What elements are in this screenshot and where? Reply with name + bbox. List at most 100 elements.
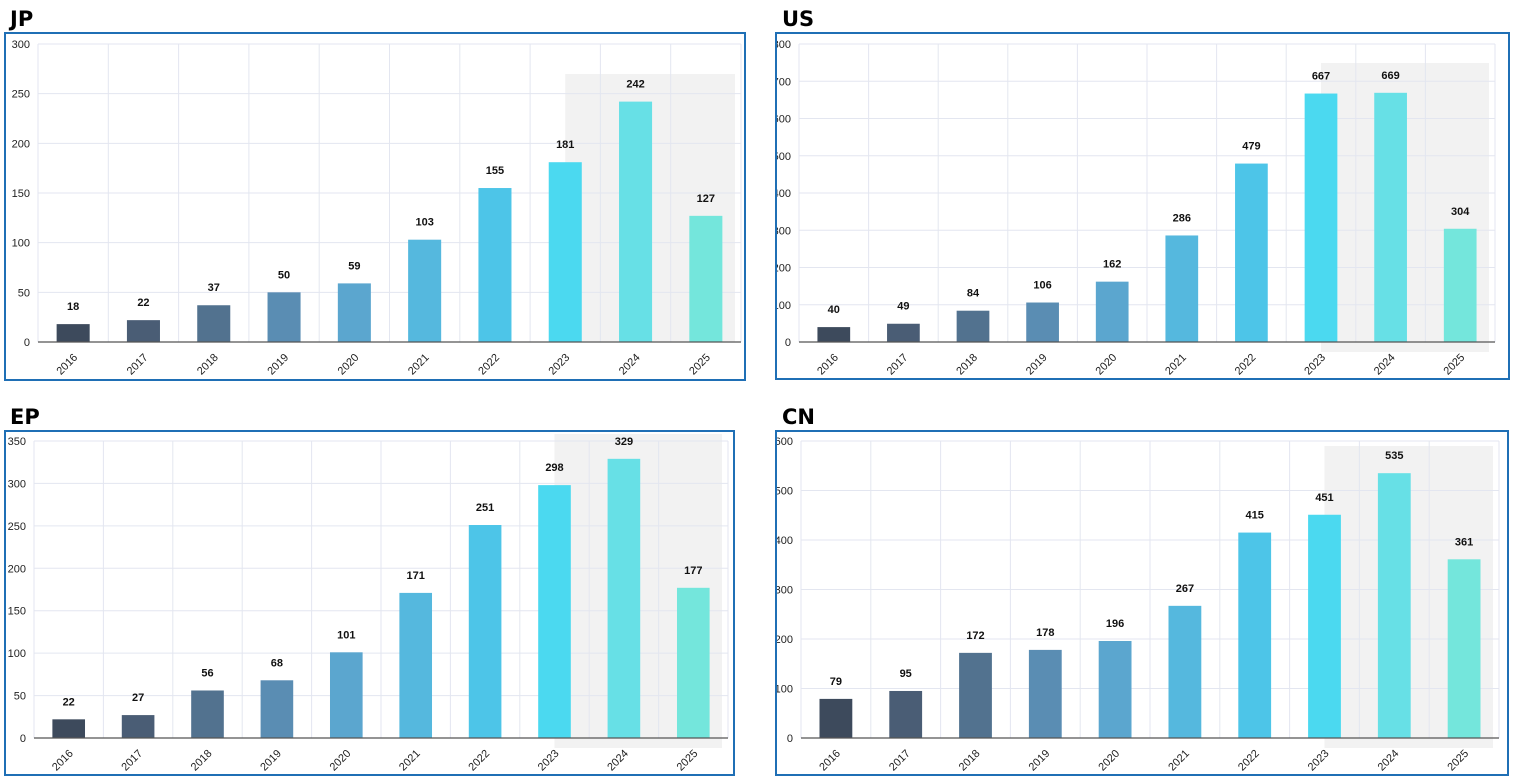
data-label: 49: [897, 301, 909, 313]
bar-2023: [538, 485, 571, 738]
x-tick-label: 2019: [265, 352, 291, 378]
x-tick-label: 2023: [547, 352, 573, 378]
chart-panel-cn: 0 100 200 300 400 500 600 79 2016 95 2017 172 2018 17…: [775, 430, 1509, 776]
data-label: 669: [1381, 70, 1399, 82]
x-tick-label: 2024: [605, 748, 631, 774]
y-tick-label: 0: [785, 337, 791, 349]
x-tick-label: 2016: [50, 748, 76, 774]
y-tick-label: 350: [8, 436, 26, 448]
bar-2019: [1028, 649, 1062, 738]
bar-2025: [676, 587, 710, 738]
x-tick-label: 2019: [1027, 748, 1053, 774]
y-tick-label: 400: [777, 535, 793, 547]
data-label: 155: [486, 165, 504, 177]
bar-2018: [956, 310, 990, 342]
x-tick-label: 2021: [1163, 352, 1189, 378]
y-tick-label: 300: [777, 225, 791, 237]
x-tick-label: 2021: [397, 748, 423, 774]
data-label: 68: [271, 657, 283, 669]
data-label: 361: [1455, 536, 1473, 548]
bar-chart-ep: 0 50 100 150 200 250 300 350 22 2016 27 2017 56 2018 6…: [8, 434, 729, 774]
x-tick-label: 2017: [887, 748, 913, 774]
y-tick-label: 600: [777, 436, 793, 448]
y-tick-label: 50: [14, 691, 26, 703]
bar-2024: [1377, 473, 1411, 738]
y-tick-label: 200: [12, 138, 30, 150]
data-label: 103: [415, 217, 433, 229]
bar-2016: [819, 698, 853, 738]
x-tick-label: 2018: [195, 352, 221, 378]
x-tick-label: 2020: [1096, 748, 1122, 774]
y-tick-label: 600: [777, 114, 791, 126]
bar-2017: [889, 690, 923, 738]
x-tick-label: 2023: [1302, 352, 1328, 378]
data-label: 56: [201, 667, 213, 679]
chart-panel-jp: 0 50 100 150 200 250 300 18 2016 22 2017 37 2018 50 20…: [4, 32, 746, 381]
data-label: 79: [830, 676, 842, 688]
bar-2021: [399, 592, 433, 738]
data-label: 37: [208, 282, 220, 294]
panel-title-us: US: [782, 7, 815, 31]
bar-2016: [817, 327, 851, 342]
x-tick-label: 2016: [54, 352, 80, 378]
x-tick-label: 2020: [328, 748, 354, 774]
y-tick-label: 150: [8, 606, 26, 618]
bar-2017: [121, 715, 155, 738]
x-tick-label: 2022: [1233, 352, 1259, 378]
x-tick-label: 2020: [336, 352, 362, 378]
bar-2025: [1443, 228, 1477, 342]
data-label: 50: [278, 269, 290, 281]
x-tick-label: 2020: [1094, 352, 1120, 378]
bar-2021: [1168, 605, 1202, 738]
bar-2020: [329, 652, 363, 738]
y-tick-label: 50: [18, 287, 30, 299]
x-tick-label: 2024: [617, 352, 643, 378]
bar-2019: [1026, 302, 1059, 342]
data-label: 106: [1033, 280, 1051, 292]
bar-chart-us: 0 100 200 300 400 500 600 700 800 40 2016 49 2017 84 2…: [777, 39, 1496, 378]
chart-panel-ep: 0 50 100 150 200 250 300 350 22 2016 27 2017 56 2018 6…: [4, 430, 735, 776]
bar-2023: [1308, 514, 1341, 738]
bar-2018: [197, 305, 231, 342]
x-tick-label: 2021: [1166, 748, 1192, 774]
x-tick-label: 2022: [466, 748, 492, 774]
panel-title-ep: EP: [10, 405, 40, 429]
x-tick-label: 2016: [817, 748, 843, 774]
x-tick-label: 2017: [885, 352, 911, 378]
y-tick-label: 500: [777, 151, 791, 163]
data-label: 479: [1242, 141, 1260, 153]
bar-2021: [1165, 235, 1199, 342]
data-label: 178: [1036, 627, 1054, 639]
data-label: 40: [828, 304, 840, 316]
x-tick-label: 2018: [957, 748, 983, 774]
bar-2017: [887, 323, 920, 342]
panel-title-cn: CN: [782, 405, 815, 429]
bar-2019: [267, 292, 301, 342]
bar-2016: [52, 719, 86, 738]
x-tick-label: 2016: [815, 352, 841, 378]
bar-2023: [1304, 93, 1338, 342]
bar-2021: [408, 239, 442, 342]
bar-2018: [191, 690, 224, 738]
data-label: 18: [67, 301, 79, 313]
y-tick-label: 500: [777, 486, 793, 498]
y-tick-label: 300: [777, 585, 793, 597]
data-label: 22: [137, 297, 149, 309]
bar-2022: [478, 188, 512, 342]
x-tick-label: 2017: [125, 352, 151, 378]
x-tick-label: 2023: [1306, 748, 1332, 774]
x-tick-label: 2022: [476, 352, 502, 378]
data-label: 95: [900, 668, 912, 680]
data-label: 59: [348, 260, 360, 272]
bar-2024: [607, 458, 641, 738]
data-label: 304: [1451, 206, 1470, 218]
y-tick-label: 200: [8, 563, 26, 575]
y-tick-label: 0: [20, 733, 26, 745]
y-tick-label: 100: [777, 300, 791, 312]
bar-2020: [1095, 281, 1129, 342]
y-tick-label: 100: [777, 684, 793, 696]
bar-2022: [468, 525, 502, 738]
x-tick-label: 2025: [675, 748, 701, 774]
y-tick-label: 0: [787, 733, 793, 745]
data-label: 181: [556, 139, 574, 151]
